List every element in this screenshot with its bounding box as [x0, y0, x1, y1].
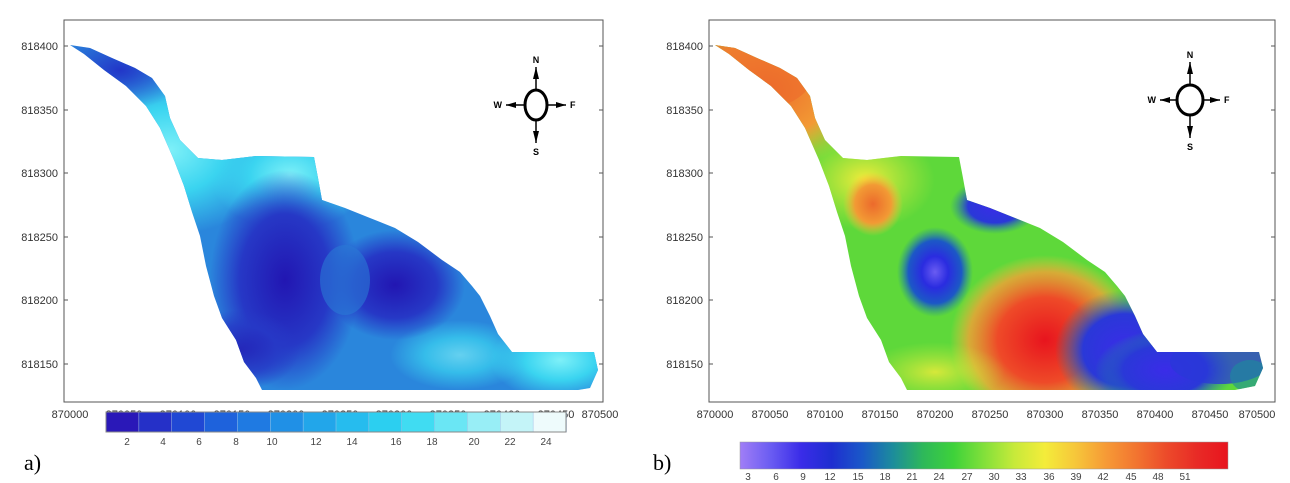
- y-tick-label: 818200: [21, 295, 58, 307]
- x-tick-label: 870000: [697, 409, 734, 421]
- colorbar-tick-label: 12: [824, 472, 836, 483]
- y-tick-label: 818150: [21, 359, 58, 371]
- colorbar-a-ticks: 2 4 6 8 10 12 14 16 18 20 22 24: [124, 437, 552, 448]
- x-tick-label: 870000: [52, 409, 89, 421]
- map-a-y-ticks: 818400 818350 818300 818250 818200 81815…: [21, 41, 58, 371]
- x-tick-label: 870450: [1192, 409, 1229, 421]
- colorbar-tick-label: 45: [1125, 472, 1137, 483]
- colorbar-tick-label: 22: [504, 437, 516, 448]
- y-tick-label: 818350: [666, 105, 703, 117]
- x-tick-label: 870400: [1137, 409, 1174, 421]
- map-b-svg: 870000 870050 870100 870150 870200 87025…: [653, 19, 1276, 483]
- map-panel-a: 870000 870050 870100 870150 870200 87025…: [21, 19, 619, 475]
- colorbar-tick-label: 6: [773, 472, 779, 483]
- colorbar-swatch: [138, 411, 173, 433]
- colorbar-tick-label: 30: [988, 472, 1000, 483]
- compass-west-label: W: [494, 100, 503, 110]
- colorbar-swatch: [434, 411, 469, 433]
- colorbar-swatch: [335, 411, 370, 433]
- colorbar-swatch: [401, 411, 436, 433]
- x-tick-label: 870200: [917, 409, 954, 421]
- colorbar-tick-label: 4: [160, 437, 166, 448]
- colorbar-tick-label: 24: [540, 437, 552, 448]
- map-panel-b: 870000 870050 870100 870150 870200 87025…: [645, 0, 1290, 483]
- x-tick-label: 870500: [1239, 409, 1276, 421]
- colorbar-tick-label: 2: [124, 437, 130, 448]
- colorbar-swatch: [467, 411, 502, 433]
- colorbar-tick-label: 33: [1015, 472, 1027, 483]
- x-tick-label: 870050: [752, 409, 789, 421]
- colorbar-swatch: [105, 411, 140, 433]
- colorbar-a: [105, 411, 567, 433]
- y-tick-label: 818200: [666, 295, 703, 307]
- x-tick-label: 870150: [862, 409, 899, 421]
- y-tick-label: 818250: [666, 232, 703, 244]
- panel-label-b: b): [653, 450, 671, 475]
- colorbar-tick-label: 18: [426, 437, 438, 448]
- colorbar-tick-label: 6: [196, 437, 202, 448]
- colorbar-swatch: [532, 411, 567, 433]
- colorbar-tick-label: 15: [852, 472, 864, 483]
- x-tick-label: 870350: [1082, 409, 1119, 421]
- colorbar-tick-label: 20: [468, 437, 480, 448]
- compass-west-label: W: [1148, 95, 1157, 105]
- compass-east-label: F: [570, 100, 576, 110]
- compass-rose-icon: N S F W: [1148, 50, 1231, 152]
- colorbar-swatch: [368, 411, 403, 433]
- compass-south-label: S: [533, 147, 539, 157]
- compass-east-label: F: [1224, 95, 1230, 105]
- colorbar-tick-label: 14: [346, 437, 358, 448]
- x-tick-label: 870100: [807, 409, 844, 421]
- x-tick-label: 870300: [1027, 409, 1064, 421]
- map-b-x-ticks: 870000 870050 870100 870150 870200 87025…: [697, 409, 1276, 421]
- panel-label-a: a): [24, 450, 41, 475]
- colorbar-swatch: [302, 411, 337, 433]
- colorbar-tick-label: 9: [800, 472, 806, 483]
- colorbar-tick-label: 36: [1043, 472, 1055, 483]
- map-b-y-ticks: 818400 818350 818300 818250 818200 81815…: [666, 41, 703, 371]
- colorbar-tick-label: 8: [233, 437, 239, 448]
- y-tick-label: 818300: [666, 168, 703, 180]
- colorbar-tick-label: 51: [1179, 472, 1191, 483]
- y-tick-label: 818400: [666, 41, 703, 53]
- compass-rose-icon: N S F W: [494, 55, 577, 157]
- colorbar-tick-label: 3: [745, 472, 751, 483]
- colorbar-swatch: [204, 411, 239, 433]
- y-tick-label: 818250: [21, 232, 58, 244]
- colorbar-tick-label: 21: [906, 472, 918, 483]
- y-tick-label: 818300: [21, 168, 58, 180]
- x-tick-label: 870500: [582, 409, 619, 421]
- y-tick-label: 818350: [21, 105, 58, 117]
- colorbar-tick-label: 24: [933, 472, 945, 483]
- colorbar-swatch: [500, 411, 534, 433]
- compass-south-label: S: [1187, 142, 1193, 152]
- colorbar-b: [739, 441, 1229, 470]
- colorbar-tick-label: 18: [879, 472, 891, 483]
- y-tick-label: 818150: [666, 359, 703, 371]
- colorbar-tick-label: 16: [390, 437, 402, 448]
- colorbar-tick-label: 12: [310, 437, 322, 448]
- colorbar-tick-label: 48: [1152, 472, 1164, 483]
- y-tick-label: 818400: [21, 41, 58, 53]
- colorbar-tick-label: 42: [1097, 472, 1109, 483]
- colorbar-tick-label: 27: [961, 472, 973, 483]
- colorbar-border: [105, 411, 567, 433]
- colorbar-swatch: [270, 411, 304, 433]
- map-a-svg: 870000 870050 870100 870150 870200 87025…: [21, 19, 619, 475]
- colorbar-swatch: [171, 411, 206, 433]
- compass-north-label: N: [533, 55, 540, 65]
- colorbar-tick-label: 10: [266, 437, 278, 448]
- colorbar-b-ticks: 3 6 9 12 15 18 21 24 27 30 33 36 39 42 4…: [745, 472, 1191, 483]
- colorbar-tick-label: 39: [1070, 472, 1082, 483]
- colorbar-swatch: [237, 411, 272, 433]
- x-tick-label: 870250: [972, 409, 1009, 421]
- compass-north-label: N: [1187, 50, 1194, 60]
